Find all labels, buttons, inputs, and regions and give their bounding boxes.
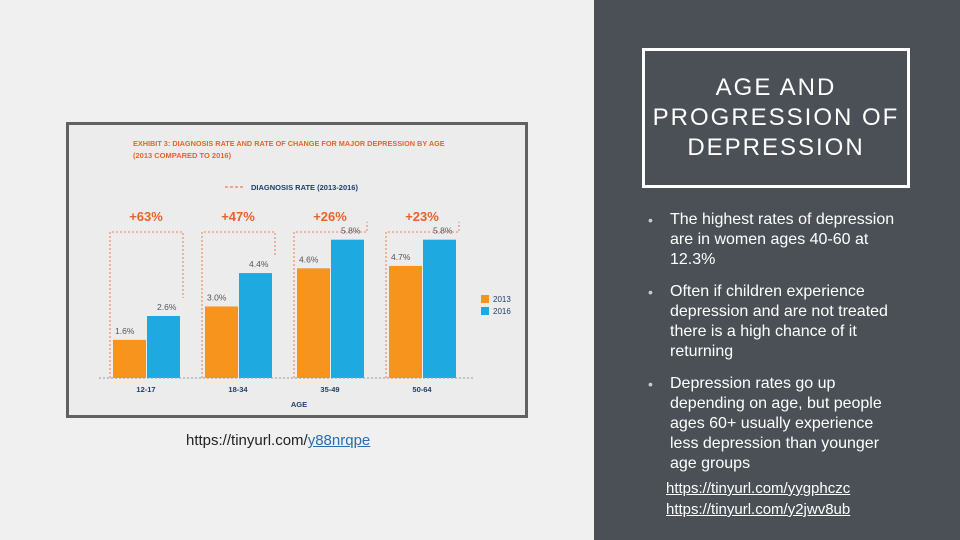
bar-2016 [147, 316, 180, 378]
change-label: +23% [405, 209, 439, 224]
x-tick-label: 12-17 [136, 385, 155, 394]
chart-svg: EXHIBIT 3: DIAGNOSIS RATE AND RATE OF CH… [99, 139, 511, 409]
slide-title: AGE AND PROGRESSION OF DEPRESSION [652, 74, 900, 161]
change-bracket [293, 221, 368, 378]
bullet-text: Often if children experience depression … [670, 283, 888, 360]
data-label: 4.7% [391, 252, 411, 262]
left-panel: EXHIBIT 3: DIAGNOSIS RATE AND RATE OF CH… [66, 122, 528, 449]
bar-2016 [239, 273, 272, 378]
reference-link-1[interactable]: https://tinyurl.com/yygphczc [666, 480, 851, 497]
bullet-dot: • [648, 212, 653, 228]
data-label: 2.6% [157, 302, 177, 312]
bar-2013 [205, 306, 238, 378]
data-label: 5.8% [433, 226, 453, 236]
x-axis-label: AGE [291, 400, 307, 409]
change-label: +63% [129, 209, 163, 224]
bar-2013 [297, 268, 330, 378]
change-label: +26% [313, 209, 347, 224]
change-label: +47% [221, 209, 255, 224]
chart-source-link[interactable]: https://tinyurl.com/y88nrqpe [186, 432, 370, 449]
reference-links: https://tinyurl.com/yygphczc https://tin… [666, 478, 850, 520]
data-label: 1.6% [115, 326, 135, 336]
reference-link-2[interactable]: https://tinyurl.com/y2jwv8ub [666, 501, 851, 518]
bullet-item: • Often if children experience depression… [648, 282, 900, 362]
x-tick-label: 18-34 [228, 385, 248, 394]
bar-2016 [423, 239, 456, 378]
chart-title: EXHIBIT 3: DIAGNOSIS RATE AND RATE OF CH… [133, 139, 445, 148]
bar-2016 [331, 239, 364, 378]
bullet-text: Depression rates go up depending on age,… [670, 375, 882, 472]
chart-subtitle: (2013 COMPARED TO 2016) [133, 151, 232, 160]
change-bracket [201, 231, 276, 378]
change-bracket [385, 221, 460, 378]
exhibit-chart: EXHIBIT 3: DIAGNOSIS RATE AND RATE OF CH… [66, 122, 528, 418]
data-label: 3.0% [207, 292, 227, 302]
data-label: 4.4% [249, 259, 269, 269]
chart-source-anchor[interactable]: y88nrqpe [307, 432, 371, 449]
x-tick-label: 35-49 [320, 385, 339, 394]
bullet-dot: • [648, 376, 653, 392]
bullet-item: • Depression rates go up depending on age… [648, 374, 900, 474]
x-tick-label: 50-64 [412, 385, 432, 394]
legend-label-2016: 2016 [493, 307, 511, 316]
data-label: 4.6% [299, 254, 319, 264]
right-panel [594, 0, 960, 540]
bar-2013 [113, 339, 146, 378]
bullet-item: • The highest rates of depression are in … [648, 210, 900, 270]
bullet-list: • The highest rates of depression are in … [648, 210, 900, 486]
data-label: 5.8% [341, 226, 361, 236]
bullet-text: The highest rates of depression are in w… [670, 211, 895, 268]
bar-2013 [389, 265, 422, 378]
legend-swatch-2016 [481, 307, 489, 315]
change-bracket [109, 231, 184, 378]
legend-swatch-2013 [481, 295, 489, 303]
legend-dashed-label: DIAGNOSIS RATE (2013-2016) [251, 183, 358, 192]
chart-source-prefix: https://tinyurl.com/ [186, 432, 308, 449]
legend-label-2013: 2013 [493, 295, 511, 304]
bullet-dot: • [648, 284, 653, 300]
bars-group: +63% 1.6% 2.6% 12-17 +47% 3.0% 4.4% 18-34 +26% 4.… [109, 209, 460, 394]
title-box: AGE AND PROGRESSION OF DEPRESSION [642, 48, 910, 188]
